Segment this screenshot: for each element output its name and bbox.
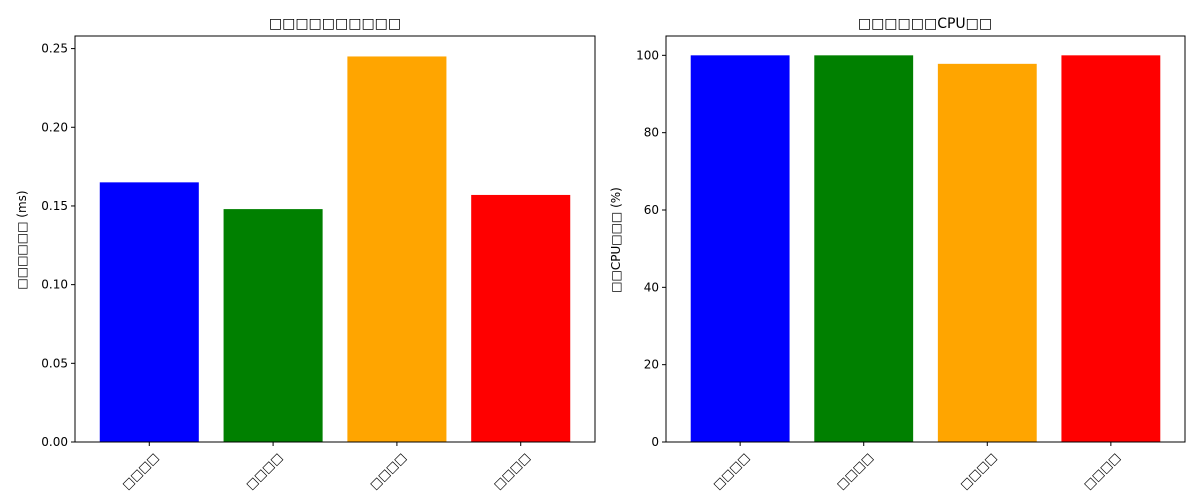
right-chart-title: □□□□□□CPU□□ xyxy=(858,16,992,32)
right-xtick-label-4: □□□□ xyxy=(1081,450,1123,492)
right-bar-3 xyxy=(937,63,1037,443)
right-ytick-label-4: 60 xyxy=(644,203,659,217)
right-ytick-label-2: 20 xyxy=(644,358,659,372)
left-ytick-label-5: 0.20 xyxy=(41,120,68,134)
right-ytick-label-1: 0 xyxy=(651,435,659,449)
right-xtick-label-2: □□□□ xyxy=(834,450,876,492)
left-xtick-label-3: □□□□ xyxy=(367,450,409,492)
right-bar-1 xyxy=(690,55,790,442)
right-chart-panel: □□□□□□CPU□□ □□CPU□□□ (%) □□□□ □□□□ □□□□ □□□… xyxy=(609,16,1186,492)
right-ytick-label-6: 100 xyxy=(636,48,659,62)
right-bar-2 xyxy=(814,55,914,442)
left-ytick-label-6: 0.25 xyxy=(41,42,68,56)
right-axes-frame xyxy=(665,35,1186,443)
left-chart-title: □□□□□□□□□□ xyxy=(269,16,401,32)
right-chart-plot-area: □□□□ □□□□ □□□□ □□□□ 0 20 40 60 80 100 xyxy=(636,35,1186,492)
left-bar-2 xyxy=(223,209,323,442)
right-ytick-label-5: 80 xyxy=(644,126,659,140)
left-bar-3 xyxy=(347,56,447,443)
left-bar-1 xyxy=(99,182,199,442)
left-chart-panel: □□□□□□□□□□ □□□□□□ (ms) □□□□ □□□□ □□□□ □□□□ 0… xyxy=(15,16,596,492)
left-ytick-label-4: 0.15 xyxy=(41,199,68,213)
right-xtick-label-3: □□□□ xyxy=(957,450,999,492)
left-ytick-label-3: 0.10 xyxy=(41,278,68,292)
right-ytick-label-3: 40 xyxy=(644,280,659,294)
right-chart-ylabel: □□CPU□□□ (%) xyxy=(609,187,623,293)
right-xtick-label-1: □□□□ xyxy=(710,450,752,492)
left-xtick-label-4: □□□□ xyxy=(491,450,533,492)
left-ytick-label-2: 0.05 xyxy=(41,356,68,370)
left-bar-4 xyxy=(471,194,571,442)
left-chart-ylabel: □□□□□□ (ms) xyxy=(15,190,29,289)
left-xtick-label-1: □□□□ xyxy=(119,450,161,492)
left-axes-frame xyxy=(74,35,596,443)
left-chart-plot-area: □□□□ □□□□ □□□□ □□□□ 0.00 0.05 0.10 0.15 0.20 0.25 xyxy=(41,35,596,492)
right-bar-4 xyxy=(1061,55,1161,442)
left-ytick-label-1: 0.00 xyxy=(41,435,68,449)
left-xtick-label-2: □□□□ xyxy=(243,450,285,492)
